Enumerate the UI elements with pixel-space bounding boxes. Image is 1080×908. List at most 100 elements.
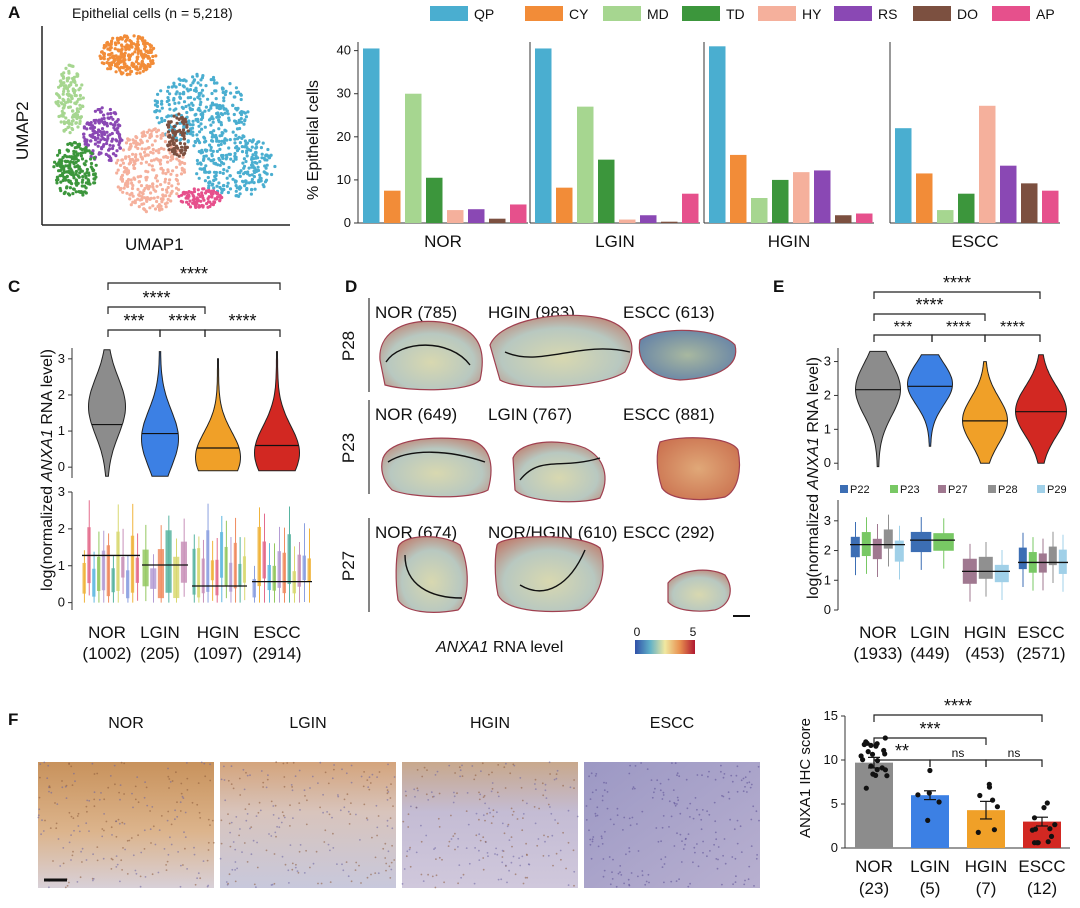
e-violin-y-tick-label: 1 (824, 421, 831, 436)
ihc-cell (135, 872, 138, 875)
ihc-cell (123, 822, 126, 825)
umap-point (139, 161, 143, 165)
x-count-escc: (2914) (252, 644, 301, 663)
umap-point (78, 190, 82, 194)
ihc-cell (674, 804, 677, 807)
umap-point (121, 148, 126, 152)
ihc-cell (362, 785, 365, 788)
ihc-cell (393, 859, 396, 861)
ihc-cell (526, 802, 528, 805)
e-sig-nor-escc-bracket (873, 291, 1041, 299)
umap-point (234, 133, 238, 137)
umap-point (156, 195, 160, 199)
ihc-cell (298, 802, 301, 804)
umap-point (199, 117, 203, 122)
ihc-cell (750, 818, 753, 821)
umap-point (103, 132, 107, 136)
umap-point (224, 157, 228, 161)
umap-point (113, 123, 117, 127)
ihc-cell (96, 846, 99, 848)
ihc-cell (119, 784, 122, 786)
umap-point (159, 136, 163, 140)
umap-point (228, 152, 232, 156)
umap-point (204, 139, 208, 143)
ihc-cell (150, 842, 152, 844)
ihc-cell (103, 798, 106, 801)
panel-e-x-labels: NOR(1933)LGIN(449)HGIN(453)ESCC(2571) (853, 623, 1065, 663)
umap-point (199, 122, 203, 126)
ihc-cell (68, 762, 70, 765)
ihc-cell (448, 840, 451, 843)
ihc-cell (435, 874, 438, 877)
region-boundary (519, 457, 601, 481)
ihc-cell (490, 822, 493, 824)
umap-point (248, 173, 252, 177)
box-body (292, 571, 296, 594)
umap-point (179, 130, 183, 134)
ihc-cell (324, 829, 327, 832)
umap-point (72, 152, 76, 156)
ihc-cell (72, 817, 75, 820)
ihc-cell (459, 769, 462, 772)
ihc-cell (640, 762, 642, 764)
ihc-cell (280, 821, 283, 824)
umap-point (263, 164, 267, 168)
umap-point (227, 118, 231, 122)
umap-point (218, 198, 222, 202)
umap-point (100, 106, 104, 110)
ihc-cell (305, 823, 308, 826)
ihc-cell (603, 781, 605, 784)
ihc-cell (438, 826, 441, 828)
ihc-cell (632, 786, 635, 788)
umap-point (103, 137, 107, 142)
ihc-cell (311, 775, 314, 778)
ihc-cell (389, 877, 392, 879)
ihc-cell (401, 883, 404, 885)
umap-point (238, 185, 242, 189)
ihc-cell (333, 764, 335, 766)
umap-point (152, 196, 156, 200)
ihc-cell (101, 835, 104, 838)
umap-point (200, 193, 204, 197)
patient-label-p27: P27 (339, 551, 358, 581)
umap-point (91, 135, 95, 139)
box-body (210, 560, 214, 581)
ihc-cell (724, 862, 727, 865)
ihc-cell (700, 828, 703, 831)
ihc-cell (291, 862, 294, 865)
umap-point (212, 178, 216, 182)
ihc-cell (167, 810, 170, 813)
umap-point (215, 149, 219, 153)
patient-label-p28: P28 (339, 331, 358, 361)
umap-point (76, 158, 80, 163)
umap-point (126, 47, 130, 51)
umap-point (109, 158, 113, 163)
umap-point (77, 167, 81, 171)
umap-point (220, 160, 224, 164)
ihc-cell (276, 825, 278, 828)
umap-point (121, 161, 125, 165)
ihc-cell (511, 845, 513, 848)
umap-point (231, 177, 235, 181)
umap-point (258, 160, 262, 164)
umap-point (134, 43, 138, 47)
sig-nor-escc: **** (180, 264, 208, 284)
ihc-cell (165, 864, 168, 866)
ihc-cell (92, 853, 94, 856)
ihc-cell (386, 789, 389, 792)
ihc-cell (473, 778, 476, 781)
umap-point (234, 189, 238, 193)
ihc-cell (386, 819, 389, 822)
umap-point (108, 143, 112, 147)
ihc-cell (337, 795, 340, 798)
umap-point (231, 130, 235, 134)
f-data-point (986, 784, 993, 790)
umap-point (102, 122, 107, 126)
umap-point (187, 103, 191, 107)
ihc-cell (585, 819, 588, 821)
umap-point (239, 97, 243, 102)
ihc-cell (678, 878, 680, 881)
box-body (287, 534, 291, 585)
umap-point (110, 131, 114, 136)
umap-point (173, 124, 177, 129)
